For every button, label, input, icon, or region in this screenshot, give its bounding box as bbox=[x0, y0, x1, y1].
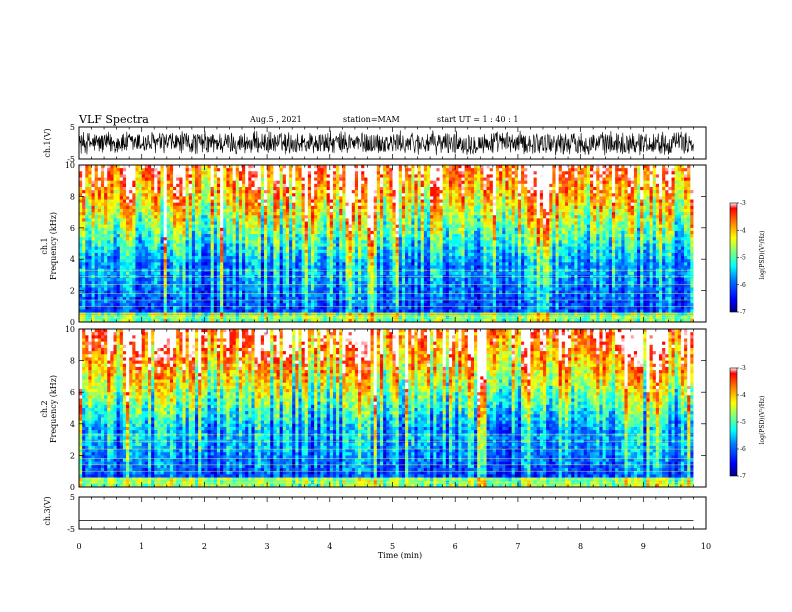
ch1-spectrogram-ylabel-line1: ch.1 bbox=[40, 237, 49, 254]
y-tick-label: 5 bbox=[70, 493, 75, 502]
colorbar-tick-label: -6 bbox=[740, 282, 746, 289]
y-tick-label: 6 bbox=[70, 224, 75, 233]
colorbar-tick-label: -7 bbox=[740, 309, 746, 316]
spectrogram-cells bbox=[79, 329, 694, 487]
ch1-waveform-ylabel: ch.1(V) bbox=[43, 128, 52, 157]
y-tick-label: 0 bbox=[70, 483, 75, 492]
colorbar-tick-label: -6 bbox=[740, 446, 746, 453]
ch3-waveform-ylabel: ch.3(V) bbox=[43, 496, 52, 525]
time-axis: 0 1 2 3 4 5 6 7 8 9 10 bbox=[76, 542, 711, 551]
colorbar-tick-label: -3 bbox=[740, 365, 746, 372]
y-tick-label: 6 bbox=[70, 388, 75, 397]
header-start-time: start UT = 1 : 40 : 1 bbox=[437, 115, 518, 124]
colorbar-tick-label: -3 bbox=[740, 200, 746, 207]
y-tick-label: 10 bbox=[65, 325, 75, 334]
colorbar-tick-label: -7 bbox=[740, 473, 746, 480]
ch1-spectrogram-ylabel-line2: Frequency (kHz) bbox=[49, 212, 58, 280]
ch3-waveform-panel: 5 -5 bbox=[67, 493, 706, 534]
ch2-colorbar-label: log(PSD)(V²/Hz) bbox=[759, 396, 766, 445]
header-station: station=MAM bbox=[343, 115, 400, 124]
ch1-colorbar: -3 -4 -5 -6 -7 bbox=[730, 200, 746, 316]
y-tick-label: 4 bbox=[70, 420, 75, 429]
ch2-colorbar: -3 -4 -5 -6 -7 bbox=[730, 365, 746, 480]
x-tick-label: 7 bbox=[515, 542, 520, 551]
x-tick-label: 0 bbox=[76, 542, 81, 551]
ch2-spectrogram-ylabel-line2: Frequency (kHz) bbox=[49, 375, 58, 443]
x-tick-label: 3 bbox=[265, 542, 270, 551]
x-tick-label: 6 bbox=[453, 542, 458, 551]
colorbar-scale bbox=[730, 203, 737, 312]
ch1-waveform-panel: 5-5 bbox=[67, 123, 706, 164]
colorbar-tick-label: -4 bbox=[740, 392, 746, 399]
y-tick-label: -5 bbox=[67, 525, 75, 534]
figure-title: VLF Spectra bbox=[78, 113, 149, 126]
spectrogram-cells bbox=[79, 165, 694, 322]
y-tick-label: 2 bbox=[70, 287, 75, 296]
colorbar-scale bbox=[730, 368, 737, 476]
ch1-colorbar-label: log(PSD)(V²/Hz) bbox=[759, 231, 766, 280]
y-tick-label: 10 bbox=[65, 161, 75, 170]
y-tick-label: 4 bbox=[70, 255, 75, 264]
y-tick-label: 8 bbox=[70, 192, 75, 201]
x-tick-label: 1 bbox=[139, 542, 144, 551]
colorbar-tick-label: -4 bbox=[740, 227, 746, 234]
x-tick-label: 2 bbox=[202, 542, 207, 551]
x-tick-label: 9 bbox=[641, 542, 646, 551]
ch1-waveform-trace bbox=[79, 130, 694, 155]
header-date: Aug.5 , 2021 bbox=[249, 115, 302, 124]
colorbar-tick-label: -5 bbox=[740, 419, 746, 426]
ch2-spectrogram-panel: 0 2 4 6 8 10 bbox=[65, 325, 706, 492]
x-tick-label: 4 bbox=[327, 542, 332, 551]
y-tick-label: 2 bbox=[70, 451, 75, 460]
x-tick-label: 10 bbox=[701, 542, 711, 551]
colorbar-tick-label: -5 bbox=[740, 255, 746, 262]
y-tick-label: 5 bbox=[70, 123, 75, 132]
y-tick-label: 8 bbox=[70, 357, 75, 366]
ch2-spectrogram-ylabel-line1: ch.2 bbox=[40, 400, 49, 417]
x-tick-label: 5 bbox=[390, 542, 395, 551]
x-tick-label: 8 bbox=[578, 542, 583, 551]
x-axis-label: Time (min) bbox=[378, 551, 422, 560]
